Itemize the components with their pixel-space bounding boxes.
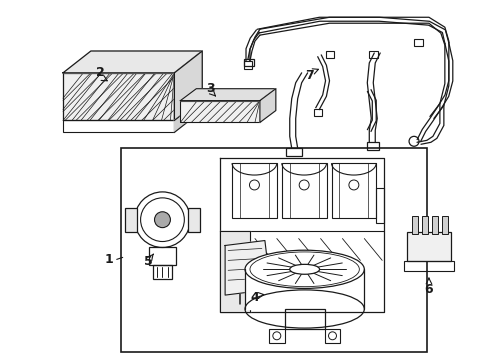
Text: 7: 7 — [305, 69, 313, 82]
Polygon shape — [224, 240, 267, 295]
Bar — [268, 329, 284, 343]
Text: 3: 3 — [205, 82, 214, 95]
Bar — [403, 261, 453, 271]
Polygon shape — [63, 73, 174, 121]
Bar — [63, 121, 174, 132]
Bar — [63, 73, 174, 121]
Text: 4: 4 — [250, 291, 259, 303]
Text: 5: 5 — [144, 255, 153, 268]
Bar — [124, 208, 136, 231]
Bar — [331, 163, 375, 218]
Bar — [148, 247, 176, 265]
Polygon shape — [63, 51, 202, 73]
Bar — [281, 163, 326, 218]
Bar — [324, 329, 340, 343]
Bar — [152, 265, 172, 279]
Text: 2: 2 — [96, 66, 105, 79]
Bar — [325, 51, 334, 58]
Bar — [441, 216, 447, 234]
Polygon shape — [180, 100, 260, 122]
Bar — [375, 188, 384, 223]
Bar — [406, 231, 450, 261]
Text: 6: 6 — [424, 283, 432, 296]
Ellipse shape — [154, 212, 170, 228]
Polygon shape — [174, 51, 202, 121]
Polygon shape — [180, 89, 275, 100]
Polygon shape — [220, 158, 384, 312]
Bar — [285, 148, 301, 156]
Bar — [188, 208, 200, 231]
Ellipse shape — [134, 192, 190, 247]
Bar — [284, 309, 324, 329]
Bar — [421, 216, 427, 234]
Bar — [368, 51, 377, 58]
Text: 1: 1 — [104, 253, 113, 266]
Bar — [244, 61, 251, 69]
Bar — [411, 216, 417, 234]
Bar — [232, 163, 276, 218]
Polygon shape — [244, 269, 364, 309]
Ellipse shape — [244, 250, 364, 288]
Bar — [244, 59, 253, 66]
Polygon shape — [220, 231, 249, 312]
Bar — [121, 148, 426, 352]
Bar — [413, 39, 422, 46]
Bar — [180, 100, 260, 122]
Polygon shape — [260, 89, 275, 122]
Bar — [431, 216, 437, 234]
Polygon shape — [174, 99, 202, 132]
Ellipse shape — [289, 264, 319, 274]
Bar — [313, 109, 321, 117]
Bar — [366, 142, 379, 150]
